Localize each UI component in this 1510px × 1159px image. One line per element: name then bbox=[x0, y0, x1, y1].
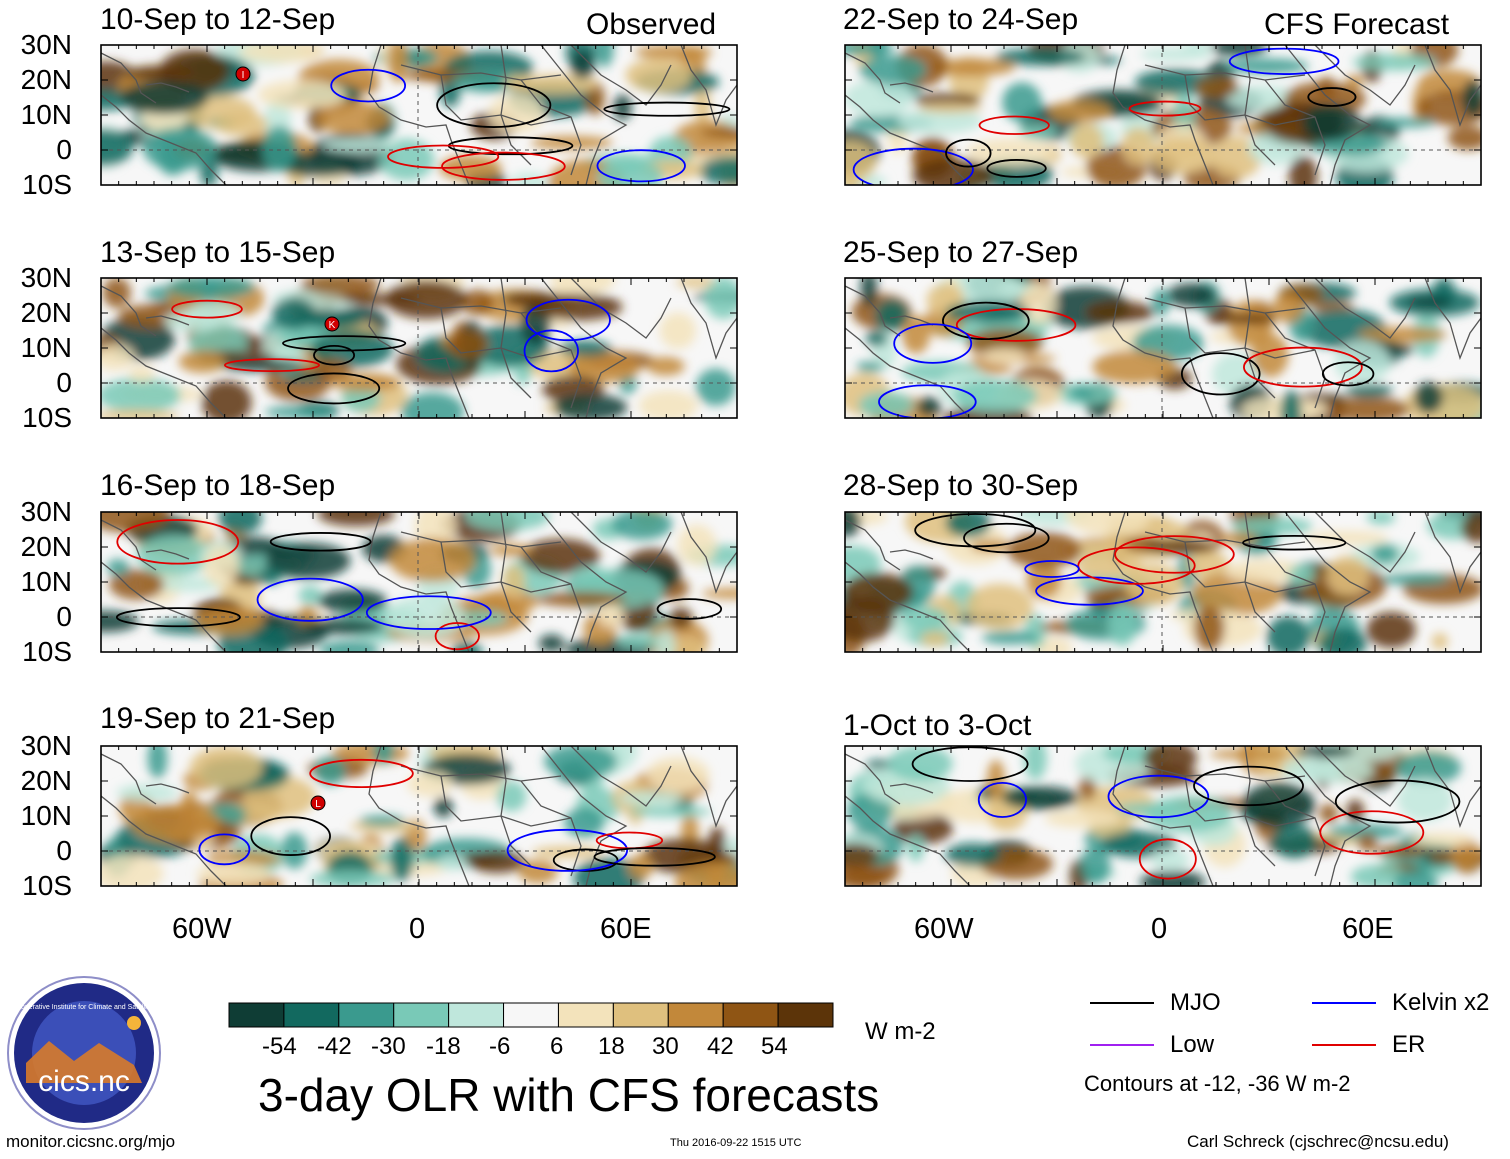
colorbar-label: 54 bbox=[761, 1033, 788, 1060]
lat-label: 10S bbox=[22, 870, 72, 901]
map-panel bbox=[844, 277, 1482, 419]
colorbar-swatch bbox=[338, 1002, 395, 1028]
footer-url[interactable]: monitor.cicsnc.org/mjo bbox=[6, 1132, 176, 1151]
svg-text:I: I bbox=[242, 70, 245, 81]
observed-header: Observed bbox=[586, 8, 717, 41]
legend-label-mjo: MJO bbox=[1170, 989, 1221, 1016]
colorbar-swatch bbox=[503, 1002, 559, 1028]
lat-label: 20N bbox=[20, 64, 72, 95]
colorbar-label: 18 bbox=[598, 1033, 625, 1060]
svg-text:Cooperative Institute for Clim: Cooperative Institute for Climate and Sa… bbox=[12, 1004, 156, 1011]
lon-label-60w: 60W bbox=[172, 913, 232, 945]
lat-label: 30N bbox=[20, 730, 72, 761]
colorbar-label: -6 bbox=[489, 1033, 511, 1060]
lat-label: 30N bbox=[20, 262, 72, 293]
panel-title: 16-Sep to 18-Sep bbox=[100, 469, 336, 502]
lat-label: 0 bbox=[56, 134, 72, 165]
map-panel bbox=[100, 44, 738, 186]
cicsnc-logo: cics.nc Cooperative Institute for Climate… bbox=[7, 976, 161, 1130]
panel-title: 22-Sep to 24-Sep bbox=[843, 3, 1079, 36]
colorbar-swatch bbox=[557, 1002, 614, 1028]
legend-label-low: Low bbox=[1170, 1031, 1215, 1058]
forecast-header: CFS Forecast bbox=[1264, 8, 1450, 41]
colorbar-swatch bbox=[667, 1002, 724, 1028]
lat-label: 10S bbox=[22, 169, 72, 200]
colorbar-swatch bbox=[393, 1002, 450, 1028]
colorbar-swatch bbox=[722, 1002, 779, 1028]
lon-label-60e: 60E bbox=[600, 913, 652, 945]
lat-label: 10S bbox=[22, 402, 72, 433]
lon-label-0: 0 bbox=[1151, 913, 1168, 945]
colorbar-swatch bbox=[612, 1002, 669, 1028]
panel-title: 19-Sep to 21-Sep bbox=[100, 702, 336, 735]
map-panel bbox=[100, 277, 738, 419]
panel-title: 28-Sep to 30-Sep bbox=[843, 469, 1079, 502]
svg-text:cics.nc: cics.nc bbox=[38, 1065, 130, 1098]
colorbar-swatch bbox=[228, 1002, 285, 1028]
panel-title: 13-Sep to 15-Sep bbox=[100, 236, 336, 269]
panel-title: 10-Sep to 12-Sep bbox=[100, 3, 336, 36]
colorbar-label: -54 bbox=[262, 1033, 297, 1060]
legend-note: Contours at -12, -36 W m-2 bbox=[1084, 1071, 1351, 1096]
colorbar-label: 30 bbox=[652, 1033, 679, 1060]
lat-label: 0 bbox=[56, 835, 72, 866]
lon-label-60w: 60W bbox=[914, 913, 974, 945]
lat-label: 0 bbox=[56, 367, 72, 398]
colorbar-label: -42 bbox=[317, 1033, 352, 1060]
lat-label: 20N bbox=[20, 765, 72, 796]
colorbar bbox=[228, 1002, 834, 1028]
lat-label: 10N bbox=[20, 800, 72, 831]
legend-label-kelvin: Kelvin x2 bbox=[1392, 989, 1490, 1016]
map-panel bbox=[844, 44, 1482, 186]
lat-label: 10N bbox=[20, 332, 72, 363]
colorbar-swatch bbox=[283, 1002, 340, 1028]
lon-label-60e: 60E bbox=[1342, 913, 1394, 945]
colorbar-units: W m-2 bbox=[865, 1018, 936, 1045]
lat-label: 10N bbox=[20, 99, 72, 130]
lon-label-0: 0 bbox=[409, 913, 426, 945]
storm-symbol: I bbox=[235, 66, 251, 82]
map-panel bbox=[100, 511, 738, 653]
colorbar-label: -18 bbox=[426, 1033, 461, 1060]
legend bbox=[1090, 1002, 1376, 1046]
main-title: 3-day OLR with CFS forecasts bbox=[258, 1069, 880, 1121]
lat-label: 0 bbox=[56, 601, 72, 632]
colorbar-swatch bbox=[448, 1002, 505, 1028]
storm-symbol: L bbox=[310, 795, 326, 811]
footer-timestamp: Thu 2016-09-22 1515 UTC bbox=[670, 1137, 802, 1149]
footer-author: Carl Schreck (cjschrec@ncsu.edu) bbox=[1187, 1132, 1449, 1151]
lat-label: 20N bbox=[20, 531, 72, 562]
lat-label: 30N bbox=[20, 29, 72, 60]
svg-text:L: L bbox=[315, 799, 321, 810]
colorbar-label: 6 bbox=[550, 1033, 564, 1060]
lat-label: 10S bbox=[22, 636, 72, 667]
legend-label-er: ER bbox=[1392, 1031, 1426, 1058]
lat-label: 30N bbox=[20, 496, 72, 527]
colorbar-swatch bbox=[777, 1002, 834, 1028]
svg-text:K: K bbox=[329, 320, 336, 331]
storm-symbol: K bbox=[324, 316, 340, 332]
map-panel bbox=[100, 745, 738, 887]
lat-label: 10N bbox=[20, 566, 72, 597]
panel-title: 1-Oct to 3-Oct bbox=[843, 709, 1032, 742]
map-panel bbox=[844, 511, 1482, 653]
colorbar-label: -30 bbox=[371, 1033, 406, 1060]
map-panel bbox=[844, 745, 1482, 887]
lat-label: 20N bbox=[20, 297, 72, 328]
colorbar-label: 42 bbox=[707, 1033, 734, 1060]
panel-title: 25-Sep to 27-Sep bbox=[843, 236, 1079, 269]
